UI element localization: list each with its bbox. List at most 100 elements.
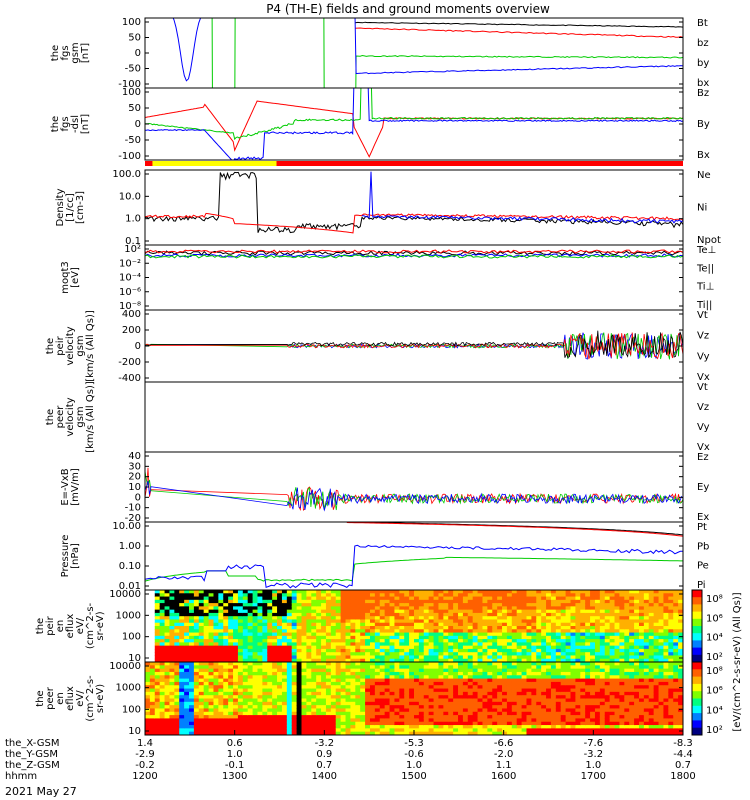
heatmap-cell xyxy=(369,648,376,653)
heatmap-cell xyxy=(536,688,542,693)
heatmap-cell xyxy=(414,725,420,729)
heatmap-cell xyxy=(208,590,215,594)
heatmap-cell xyxy=(369,728,376,733)
heatmap-cell xyxy=(418,648,425,653)
heatmap-cell xyxy=(193,681,200,686)
heatmap-cell xyxy=(526,708,532,713)
heatmap-cell xyxy=(546,632,552,637)
heatmap-cell xyxy=(198,599,205,604)
heatmap-cell xyxy=(604,685,611,690)
heatmap-cell xyxy=(453,596,459,601)
heatmap-cell xyxy=(560,675,567,680)
heatmap-cell xyxy=(369,725,376,729)
heatmap-cell xyxy=(296,671,303,676)
heatmap-cell xyxy=(174,715,180,720)
heatmap-cell xyxy=(462,728,469,733)
heatmap-cell xyxy=(629,715,635,720)
heatmap-cell xyxy=(179,639,185,643)
heatmap-cell xyxy=(541,688,547,693)
heatmap-cell xyxy=(218,622,224,627)
heatmap-cell xyxy=(516,721,523,726)
heatmap-cell xyxy=(365,711,371,716)
heatmap-cell xyxy=(531,596,537,601)
heatmap-cell xyxy=(414,645,420,650)
heatmap-cell xyxy=(575,619,581,624)
heatmap-cell xyxy=(321,688,327,693)
heatmap-cell xyxy=(184,708,190,713)
heatmap-cell xyxy=(345,675,352,680)
heatmap-cell xyxy=(443,731,449,735)
heatmap-cell xyxy=(159,711,166,716)
heatmap-cell xyxy=(521,642,528,647)
heatmap-cell xyxy=(414,632,420,637)
heatmap-cell xyxy=(277,612,283,617)
heatmap-cell xyxy=(233,698,239,703)
heatmap-cell xyxy=(174,671,180,676)
heatmap-cell xyxy=(257,632,263,637)
heatmap-cell xyxy=(629,721,635,726)
heatmap-cell xyxy=(306,731,312,735)
heatmap-cell xyxy=(619,648,625,653)
heatmap-cell xyxy=(590,599,596,604)
heatmap-cell xyxy=(599,590,606,594)
heatmap-cell xyxy=(149,728,156,733)
heatmap-cell xyxy=(374,593,381,598)
heatmap-cell xyxy=(218,648,224,653)
heatmap-cell xyxy=(428,619,435,624)
heatmap-cell xyxy=(673,718,679,723)
heatmap-cell xyxy=(404,626,410,630)
heatmap-cell xyxy=(555,632,562,637)
heatmap-cell xyxy=(433,721,440,726)
heatmap-cell xyxy=(580,626,586,630)
heatmap-cell xyxy=(492,708,498,713)
heatmap-cell xyxy=(145,596,151,601)
heatmap-cell xyxy=(242,681,249,686)
heatmap-cell xyxy=(433,599,440,604)
heatmap-cell xyxy=(443,685,449,690)
heatmap-cell xyxy=(306,691,312,696)
heatmap-cell xyxy=(164,642,171,647)
heatmap-cell xyxy=(497,612,503,617)
heatmap-cell xyxy=(638,705,645,710)
heatmap-cell xyxy=(619,668,625,673)
heatmap-cell xyxy=(482,675,488,680)
Ez-line xyxy=(145,467,683,512)
heatmap-cell xyxy=(516,596,523,601)
heatmap-cell xyxy=(389,590,396,594)
heatmap-cell xyxy=(565,721,572,726)
heatmap-cell xyxy=(438,629,444,634)
heatmap-cell xyxy=(389,629,396,634)
heatmap-cell xyxy=(247,718,254,723)
heatmap-cell xyxy=(541,599,547,604)
heatmap-cell xyxy=(330,731,337,735)
heatmap-cell xyxy=(169,645,175,650)
heatmap-cell xyxy=(340,599,347,604)
heatmap-cell xyxy=(414,668,420,673)
heatmap-cell xyxy=(492,626,498,630)
heatmap-cell xyxy=(374,721,381,726)
heatmap-cell xyxy=(228,721,234,726)
heatmap-cell xyxy=(629,671,635,676)
heatmap-cell xyxy=(526,632,532,637)
heatmap-cell xyxy=(384,731,391,735)
heatmap-cell xyxy=(321,603,327,607)
heatmap-cell xyxy=(257,662,263,666)
heatmap-cell xyxy=(414,642,420,647)
heatmap-cell xyxy=(423,590,430,594)
heatmap-cell xyxy=(580,632,586,637)
heatmap-cell xyxy=(281,590,288,594)
heatmap-cell xyxy=(208,662,215,666)
heatmap-cell xyxy=(634,629,640,634)
heatmap-cell xyxy=(262,725,268,729)
heatmap-cell xyxy=(379,648,386,653)
heatmap-cell xyxy=(629,635,635,640)
heatmap-cell xyxy=(296,619,303,624)
heatmap-cell xyxy=(418,616,425,621)
heatmap-cell xyxy=(189,721,195,726)
heatmap-cell xyxy=(242,671,249,676)
heatmap-cell xyxy=(482,622,488,627)
heatmap-cell xyxy=(281,695,288,700)
heatmap-cell xyxy=(228,632,234,637)
heatmap-cell xyxy=(594,619,601,624)
heatmap-cell xyxy=(189,619,195,624)
